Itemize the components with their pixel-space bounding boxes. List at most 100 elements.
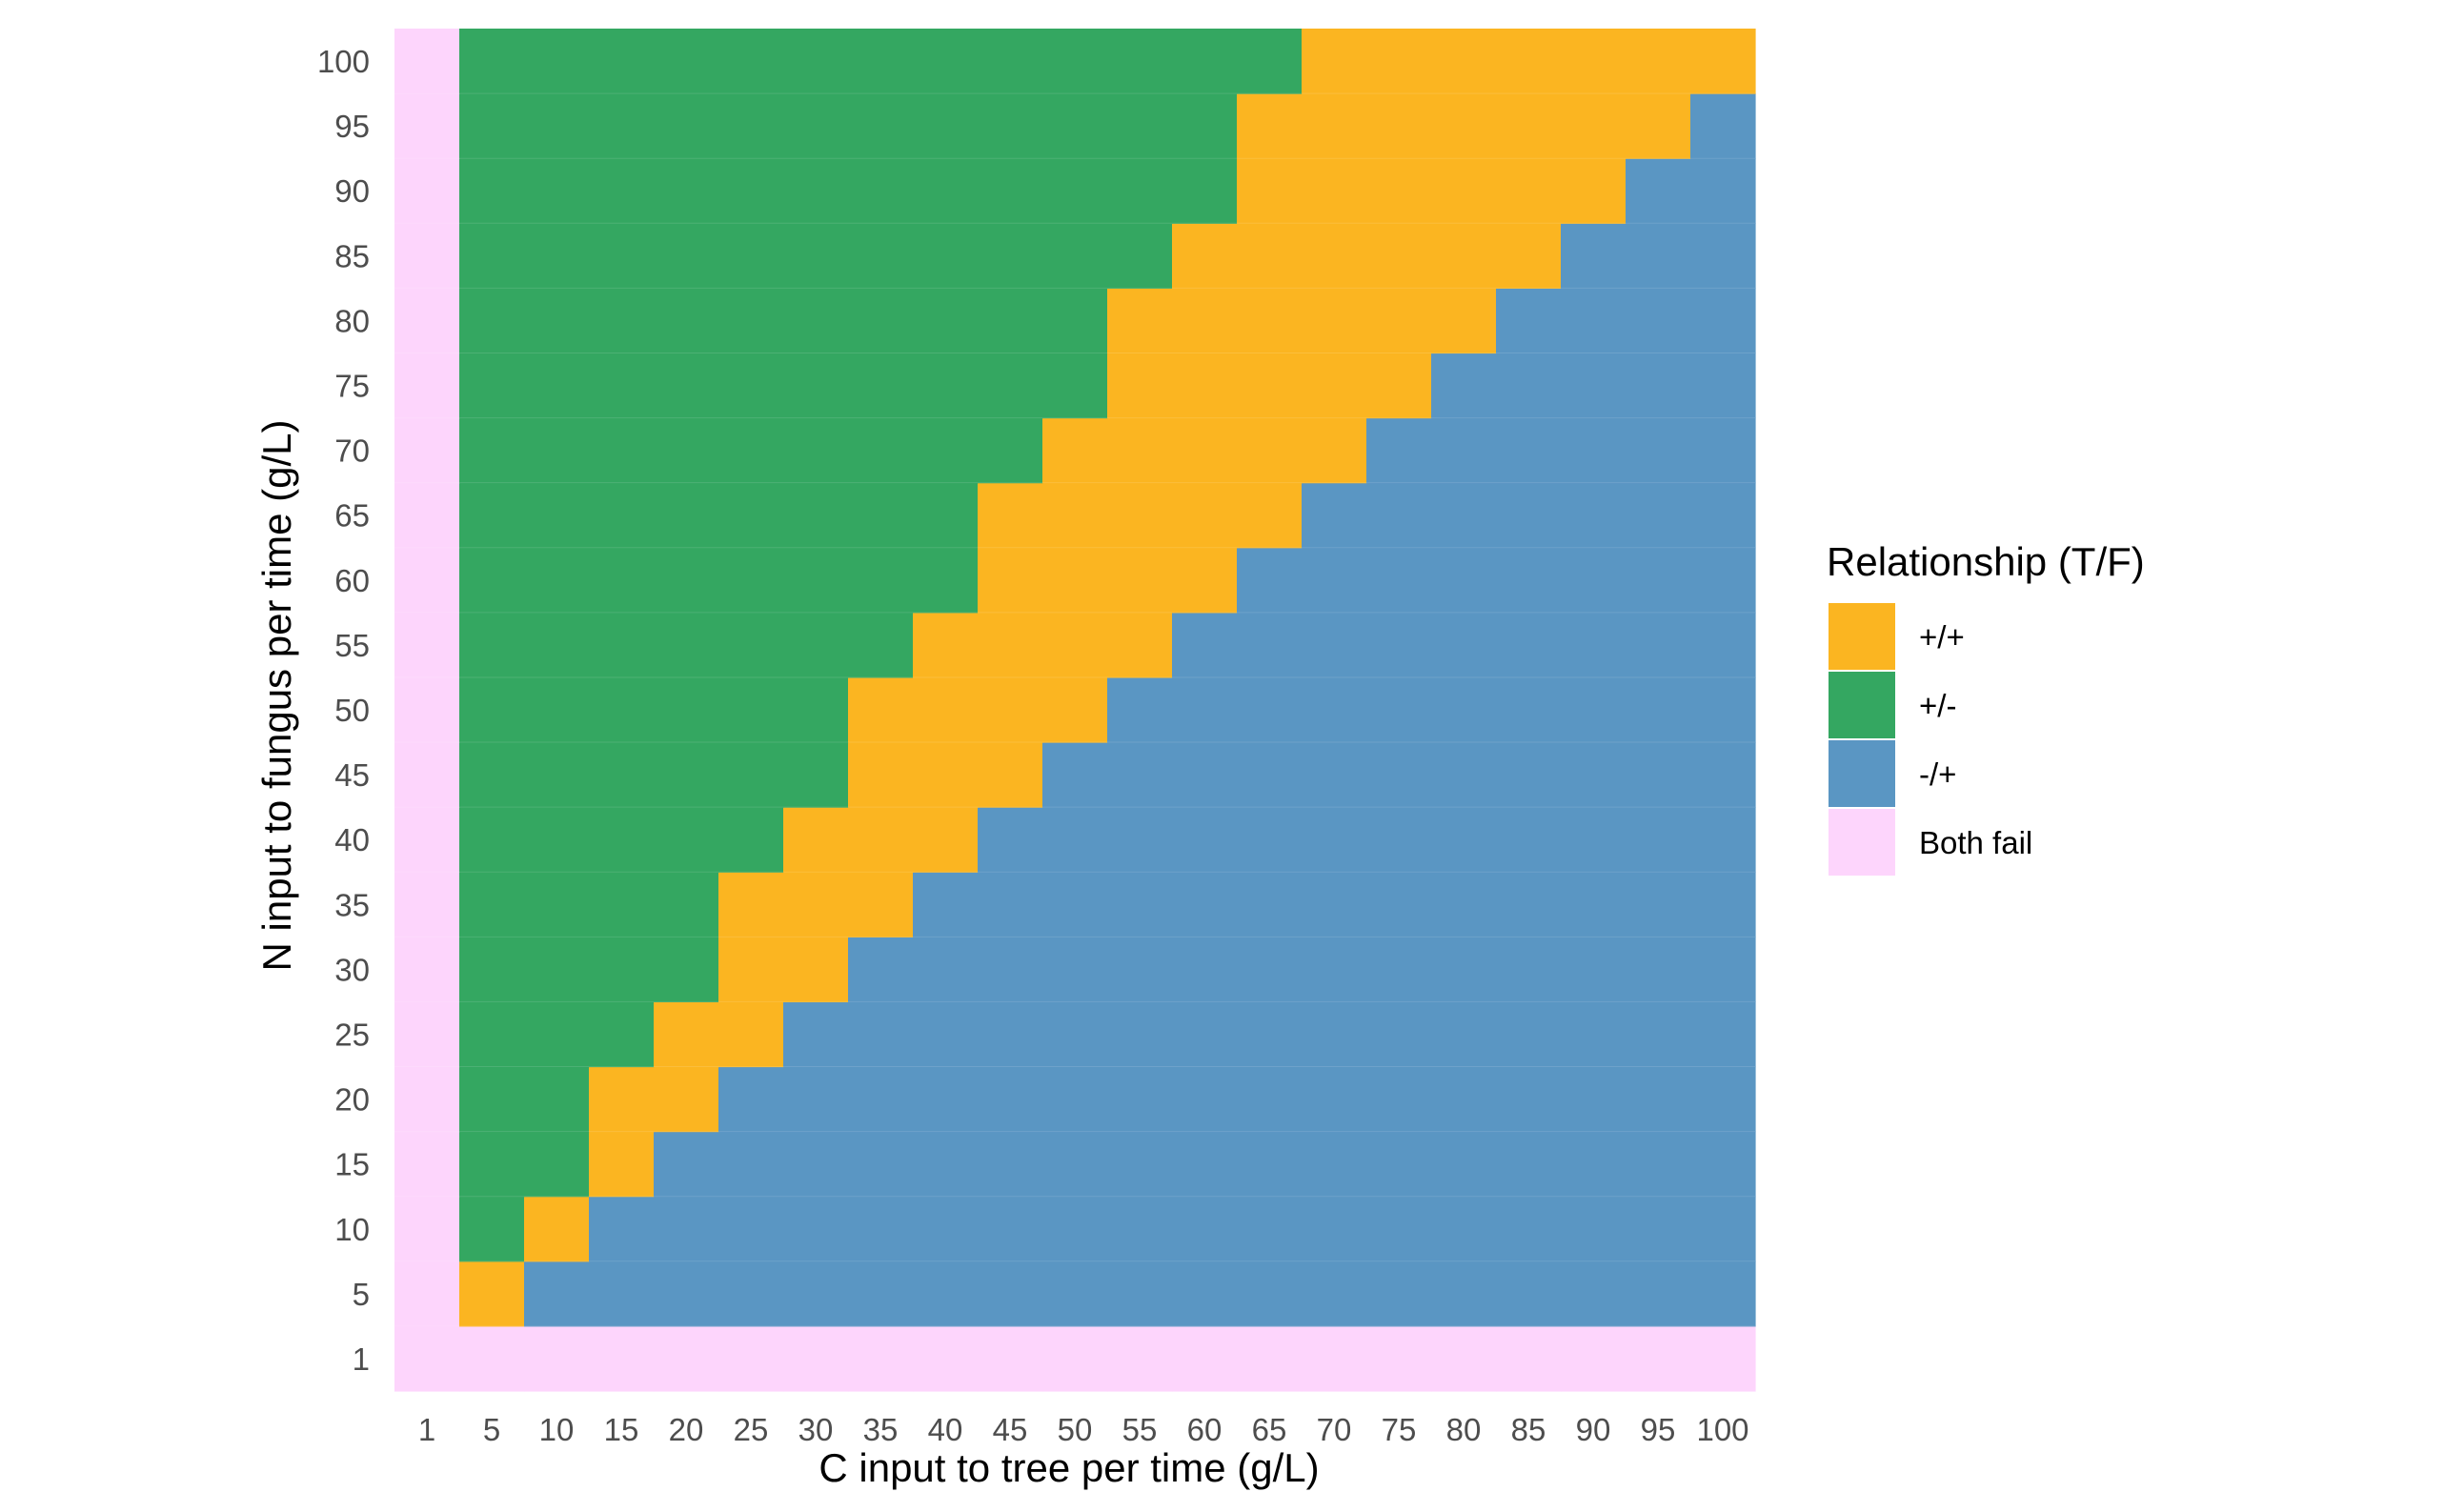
x-axis-ticks: 1 5 10 15 20 25 30 35 40 45 50 55 60 65 70 75 80 85 90 95 10… — [418, 1412, 1749, 1447]
heatmap-cell — [718, 937, 784, 1003]
heatmap-cell — [394, 612, 460, 678]
heatmap-cell — [589, 937, 655, 1003]
heatmap-cell — [913, 1196, 979, 1262]
heatmap-cell — [1690, 1196, 1756, 1262]
heatmap-cell — [1302, 417, 1367, 484]
heatmap-cell — [1172, 612, 1238, 678]
heatmap-cell — [848, 872, 914, 937]
heatmap-cell — [1561, 482, 1627, 549]
x-tick-label: 1 — [418, 1412, 435, 1447]
heatmap-cell — [978, 807, 1043, 873]
heatmap-cell — [1496, 1325, 1562, 1392]
x-tick-label: 50 — [1058, 1412, 1093, 1447]
heatmap-cell — [1626, 223, 1691, 289]
heatmap-cell — [1431, 676, 1497, 743]
heatmap-cell — [459, 872, 525, 937]
heatmap-cell — [1496, 676, 1562, 743]
heatmap-cell — [654, 482, 719, 549]
heatmap-cell — [978, 93, 1043, 159]
heatmap-cell — [1366, 1066, 1432, 1133]
heatmap-cell — [1042, 1196, 1108, 1262]
heatmap-cell — [1366, 676, 1432, 743]
heatmap-cell — [589, 1325, 655, 1392]
heatmap-cell — [1302, 482, 1367, 549]
heatmap-cell — [1042, 417, 1108, 484]
heatmap-cell — [394, 288, 460, 354]
heatmap-cell — [978, 1196, 1043, 1262]
heatmap-cell — [589, 29, 655, 94]
heatmap-cell — [1561, 223, 1627, 289]
heatmap-cell — [394, 29, 460, 94]
heatmap-cell — [1561, 807, 1627, 873]
x-tick-label: 35 — [863, 1412, 899, 1447]
heatmap-cell — [1561, 1066, 1627, 1133]
heatmap-cell — [1431, 547, 1497, 614]
heatmap-cell — [1172, 547, 1238, 614]
x-tick-label: 15 — [604, 1412, 639, 1447]
heatmap-cell — [783, 158, 849, 224]
heatmap-cell — [783, 1196, 849, 1262]
y-tick-label: 55 — [334, 628, 370, 663]
legend-swatch — [1827, 670, 1897, 740]
heatmap-cell — [783, 872, 849, 937]
heatmap-cell — [848, 29, 914, 94]
heatmap-cell — [1561, 937, 1627, 1003]
heatmap-cell — [589, 288, 655, 354]
heatmap-cell — [1172, 1131, 1238, 1198]
x-tick-label: 90 — [1576, 1412, 1611, 1447]
heatmap-cell — [1431, 1066, 1497, 1133]
x-tick-label: 70 — [1317, 1412, 1352, 1447]
heatmap-cell — [589, 1196, 655, 1262]
heatmap-cell — [394, 158, 460, 224]
heatmap-cell — [1496, 29, 1562, 94]
heatmap-cell — [848, 158, 914, 224]
heatmap-cell — [654, 417, 719, 484]
heatmap-cell — [1172, 1001, 1238, 1068]
heatmap-cell — [524, 482, 590, 549]
heatmap-cell — [718, 158, 784, 224]
heatmap-cell — [524, 937, 590, 1003]
heatmap-cell — [394, 937, 460, 1003]
heatmap-cell — [1172, 1196, 1238, 1262]
y-tick-label: 95 — [334, 109, 370, 144]
heatmap-cell — [1626, 482, 1691, 549]
heatmap-cell — [1496, 1066, 1562, 1133]
heatmap-cell — [913, 1260, 979, 1327]
heatmap-cell — [1042, 223, 1108, 289]
heatmap-cell — [1107, 676, 1173, 743]
heatmap-cell — [1431, 93, 1497, 159]
heatmap-cell — [1042, 158, 1108, 224]
heatmap-cell — [1690, 612, 1756, 678]
heatmap-cell — [524, 223, 590, 289]
heatmap-cell — [1107, 158, 1173, 224]
heatmap-cell — [1690, 93, 1756, 159]
heatmap-cell — [524, 417, 590, 484]
heatmap-cell — [1626, 676, 1691, 743]
x-tick-label: 5 — [483, 1412, 500, 1447]
heatmap-cell — [1302, 158, 1367, 224]
heatmap-cell — [1561, 417, 1627, 484]
x-tick-label: 80 — [1446, 1412, 1482, 1447]
x-tick-label: 10 — [539, 1412, 575, 1447]
heatmap-cell — [654, 288, 719, 354]
heatmap-cell — [1107, 742, 1173, 808]
heatmap-cell — [1107, 1131, 1173, 1198]
heatmap-cell — [718, 482, 784, 549]
heatmap-cell — [718, 29, 784, 94]
heatmap-cell — [1302, 547, 1367, 614]
heatmap-cell — [1237, 1001, 1303, 1068]
heatmap-cell — [1561, 158, 1627, 224]
heatmap-cell — [459, 676, 525, 743]
heatmap-cell — [394, 1066, 460, 1133]
heatmap-cell — [1366, 742, 1432, 808]
heatmap-cell — [1302, 93, 1367, 159]
legend-label: +/+ — [1919, 619, 1965, 655]
heatmap-cell — [1237, 158, 1303, 224]
heatmap-cell — [1496, 1260, 1562, 1327]
heatmap-cell — [1172, 158, 1238, 224]
heatmap-cell — [978, 547, 1043, 614]
heatmap-cell — [1107, 807, 1173, 873]
heatmap-cell — [1496, 1131, 1562, 1198]
heatmap-cell — [1107, 29, 1173, 94]
heatmap-cell — [1626, 1066, 1691, 1133]
